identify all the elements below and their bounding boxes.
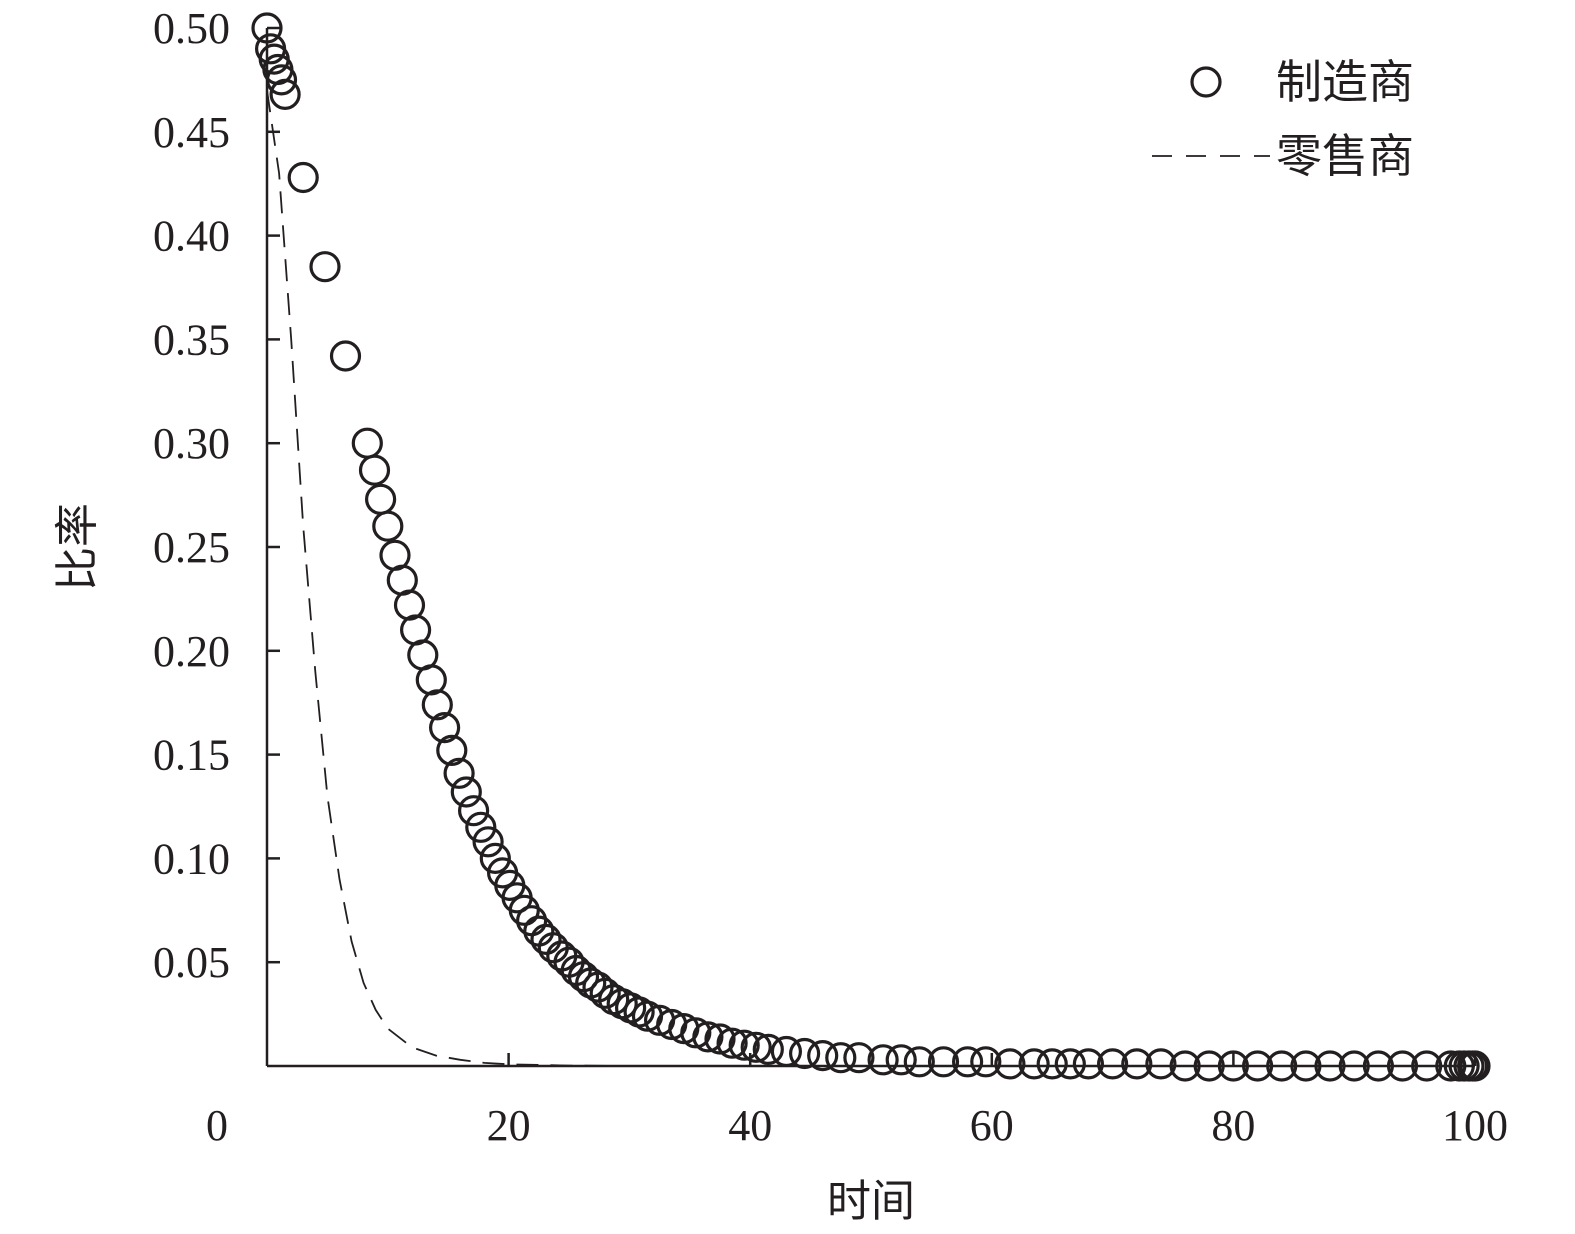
y-tick-label: 0.20 bbox=[153, 627, 230, 676]
data-point-manufacturer bbox=[843, 1042, 875, 1074]
y-tick-label: 0.15 bbox=[153, 731, 230, 780]
x-tick-label: 80 bbox=[1211, 1101, 1255, 1150]
data-point-manufacturer bbox=[269, 78, 301, 111]
tick-labels: 0.05 0.10 0.15 0.20 0.25 0.30 0.35 0.40 0.45 0.50… bbox=[153, 4, 1508, 1150]
data-point-manufacturer bbox=[867, 1044, 899, 1076]
data-point-manufacturer bbox=[443, 757, 475, 789]
data-point-manufacturer bbox=[287, 161, 319, 194]
data-point-manufacturer bbox=[372, 510, 404, 542]
data-point-manufacturer bbox=[1121, 1048, 1153, 1080]
x-tick-label: 40 bbox=[728, 1101, 772, 1150]
data-point-manufacturer bbox=[450, 776, 482, 808]
data-point-manufacturer bbox=[508, 894, 540, 926]
y-tick-label: 0.05 bbox=[153, 938, 230, 987]
data-point-manufacturer bbox=[1018, 1048, 1050, 1080]
data-point-manufacturer bbox=[807, 1039, 839, 1072]
x-tick-label: 0 bbox=[206, 1101, 228, 1150]
y-tick-label: 0.40 bbox=[153, 212, 230, 261]
data-point-manufacturer bbox=[680, 1017, 712, 1049]
data-point-manufacturer bbox=[970, 1046, 1002, 1078]
data-point-manufacturer bbox=[951, 1046, 984, 1078]
data-point-manufacturer bbox=[351, 427, 383, 459]
data-point-manufacturer bbox=[530, 923, 562, 956]
y-tick-label: 0.25 bbox=[153, 523, 230, 572]
x-tick-label: 100 bbox=[1442, 1101, 1508, 1150]
y-axis-title: 比率 bbox=[52, 503, 103, 591]
data-point-manufacturer bbox=[885, 1044, 917, 1076]
data-point-manufacturer bbox=[1096, 1048, 1129, 1080]
data-point-manufacturer bbox=[788, 1037, 821, 1070]
data-point-manufacturer bbox=[825, 1042, 857, 1074]
data-point-manufacturer bbox=[728, 1029, 760, 1061]
data-point-manufacturer bbox=[692, 1021, 724, 1053]
x-tick-label: 60 bbox=[970, 1101, 1014, 1150]
data-point-manufacturer bbox=[365, 483, 397, 515]
data-point-manufacturer bbox=[589, 977, 621, 1009]
data-point-manufacturer bbox=[479, 842, 511, 875]
data-point-manufacturer bbox=[358, 454, 391, 486]
y-tick-label: 0.45 bbox=[153, 108, 230, 157]
y-tick-label: 0.35 bbox=[153, 315, 230, 364]
legend-label-retailer: 零售商 bbox=[1276, 129, 1414, 183]
y-tick-label: 0.50 bbox=[153, 4, 230, 53]
series-line-retailer bbox=[266, 90, 811, 1067]
data-point-manufacturer bbox=[927, 1046, 960, 1078]
data-point-manufacturer bbox=[1054, 1048, 1086, 1080]
data-point-manufacturer bbox=[329, 340, 362, 372]
data-point-manufacturer bbox=[537, 932, 569, 964]
data-point-manufacturer bbox=[752, 1033, 784, 1066]
data-point-manufacturer bbox=[429, 711, 461, 744]
data-point-manufacturer bbox=[903, 1046, 935, 1078]
data-point-manufacturer bbox=[436, 734, 468, 767]
data-point-manufacturer bbox=[994, 1048, 1026, 1080]
x-tick-label: 20 bbox=[487, 1101, 531, 1150]
data-point-manufacturer bbox=[716, 1027, 748, 1059]
data-point-manufacturer bbox=[465, 811, 497, 843]
data-point-manufacturer bbox=[309, 251, 341, 283]
data-point-manufacturer bbox=[421, 689, 453, 721]
data-point-manufacturer bbox=[740, 1031, 772, 1063]
y-tick-label: 0.10 bbox=[153, 834, 230, 883]
data-point-manufacturer bbox=[472, 826, 504, 858]
legend: 制造商 零售商 bbox=[1152, 55, 1414, 183]
data-point-manufacturer bbox=[458, 795, 490, 827]
data-point-manufacturer bbox=[1036, 1048, 1068, 1080]
x-axis-title: 时间 bbox=[827, 1176, 915, 1227]
data-point-manufacturer bbox=[1072, 1048, 1105, 1080]
legend-marker-manufacturer bbox=[1190, 66, 1222, 98]
data-point-manufacturer bbox=[1145, 1048, 1177, 1080]
axes bbox=[265, 28, 1475, 1068]
y-tick-label: 0.30 bbox=[153, 419, 230, 468]
legend-label-manufacturer: 制造商 bbox=[1276, 55, 1414, 109]
